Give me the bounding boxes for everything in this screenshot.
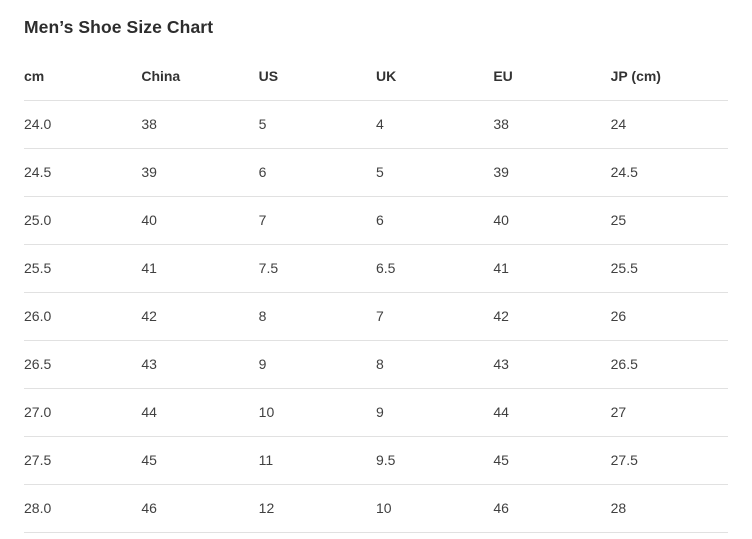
table-cell: 26.5 [24,340,142,389]
table-cell: 12 [258,484,376,533]
table-cell: 7 [258,196,376,245]
column-header-cm: cm [24,55,142,101]
table-cell: 7 [375,292,494,341]
table-row: 25.5 41 7.5 6.5 41 25.5 [24,244,728,293]
table-cell: 43 [141,340,259,389]
table-cell: 44 [141,388,259,437]
table-cell: 25.0 [24,196,142,245]
table-cell: 41 [141,244,259,293]
table-cell: 24 [610,100,728,149]
table-cell: 46 [141,484,259,533]
table-cell: 27 [610,388,728,437]
table-row: 26.5 43 9 8 43 26.5 [24,340,728,389]
table-cell: 24.0 [24,100,142,149]
table-cell: 26.0 [24,292,142,341]
table-cell: 25 [610,196,728,245]
table-cell: 24.5 [24,148,142,197]
table-cell: 5 [375,148,494,197]
table-cell: 8 [375,340,494,389]
table-cell: 9 [258,340,376,389]
table-cell: 38 [141,100,259,149]
column-header-china: China [141,55,259,101]
table-header: cm China US UK EU JP (cm) [24,55,728,101]
table-cell: 43 [493,340,611,389]
table-cell: 6 [258,148,376,197]
column-header-jp: JP (cm) [610,55,728,101]
table-cell: 9 [375,388,494,437]
table-cell: 4 [375,100,494,149]
table-cell: 8 [258,292,376,341]
table-cell: 46 [493,484,611,533]
table-row: 24.5 39 6 5 39 24.5 [24,148,728,197]
table-cell: 41 [493,244,611,293]
table-cell: 28.0 [24,484,142,533]
table-cell: 26.5 [610,340,728,389]
table-cell: 7.5 [258,244,376,293]
table-row: 24.0 38 5 4 38 24 [24,100,728,149]
table-cell: 27.5 [610,436,728,485]
page-title: Men’s Shoe Size Chart [24,17,214,37]
table-cell: 24.5 [610,148,728,197]
table-cell: 45 [141,436,259,485]
table-body: 24.0 38 5 4 38 24 24.5 39 6 5 39 24.5 25… [24,100,728,533]
table-row: 26.0 42 8 7 42 26 [24,292,728,341]
table-cell: 44 [493,388,611,437]
column-header-eu: EU [493,55,611,101]
table-cell: 27.5 [24,436,142,485]
table-cell: 45 [493,436,611,485]
table-cell: 39 [141,148,259,197]
table-cell: 42 [141,292,259,341]
table-row: 28.0 46 12 10 46 28 [24,484,728,533]
table-cell: 40 [141,196,259,245]
table-cell: 10 [375,484,494,533]
table-cell: 39 [493,148,611,197]
table-cell: 5 [258,100,376,149]
table-header-row: cm China US UK EU JP (cm) [24,55,728,101]
table-cell: 26 [610,292,728,341]
table-cell: 9.5 [375,436,494,485]
table-cell: 27.0 [24,388,142,437]
table-row: 25.0 40 7 6 40 25 [24,196,728,245]
table-cell: 40 [493,196,611,245]
table-row: 27.0 44 10 9 44 27 [24,388,728,437]
table-row: 27.5 45 11 9.5 45 27.5 [24,436,728,485]
table-cell: 6.5 [375,244,494,293]
column-header-us: US [258,55,376,101]
table-cell: 25.5 [610,244,728,293]
table-cell: 11 [258,436,376,485]
table-cell: 25.5 [24,244,142,293]
table-cell: 42 [493,292,611,341]
table-cell: 38 [493,100,611,149]
shoe-size-table: cm China US UK EU JP (cm) 24.0 38 5 4 38… [24,55,728,533]
table-cell: 6 [375,196,494,245]
table-cell: 10 [258,388,376,437]
column-header-uk: UK [375,55,494,101]
table-cell: 28 [610,484,728,533]
